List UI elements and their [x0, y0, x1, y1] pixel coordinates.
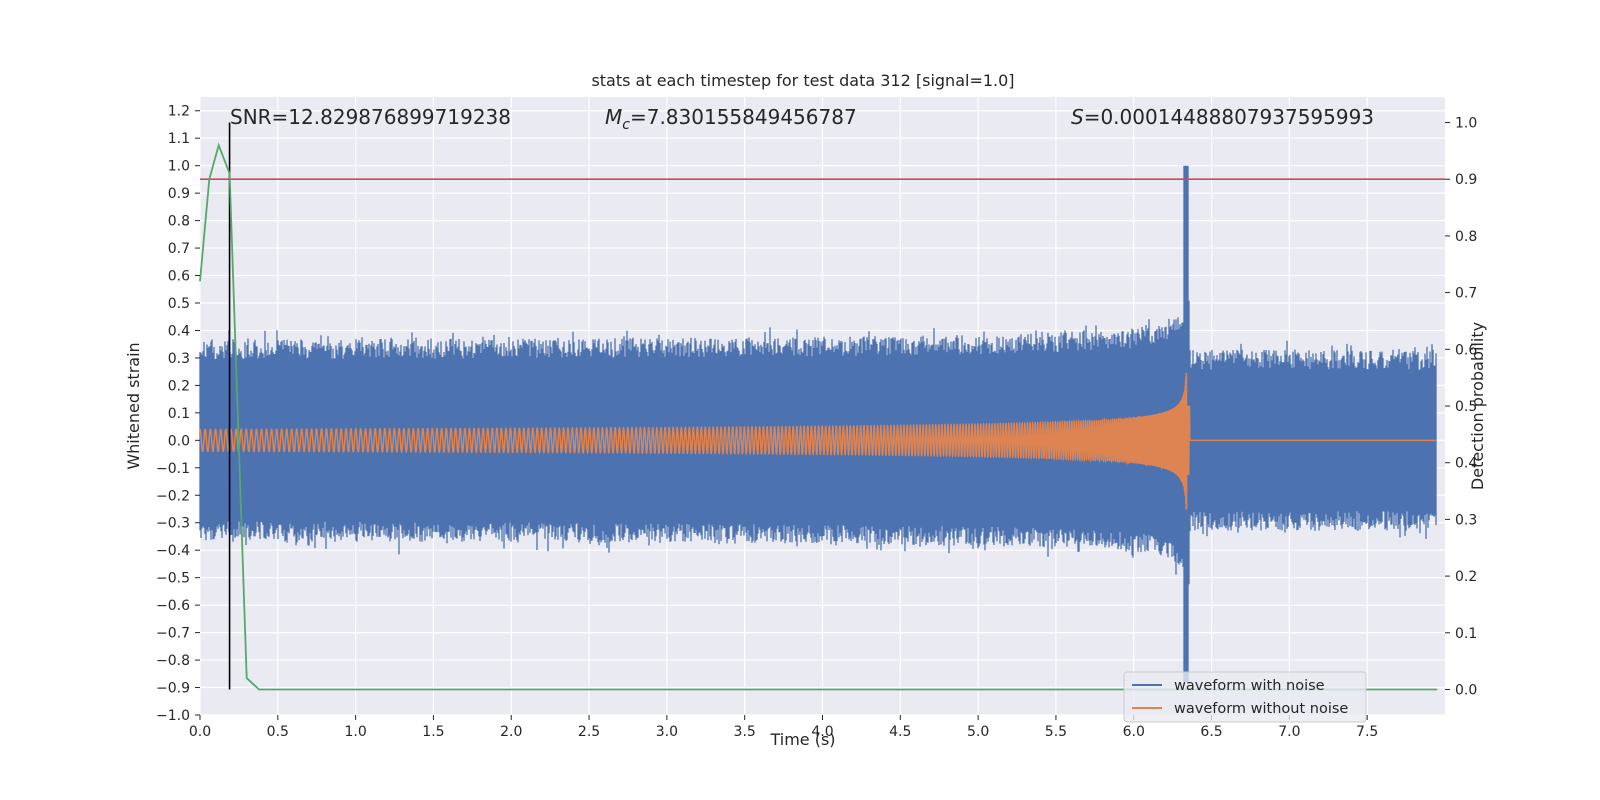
y2-tick-label: 0.4 [1455, 456, 1477, 472]
y2-tick-label: 0.6 [1455, 342, 1477, 358]
x-axis-ticks: 0.0 0.5 1.0 1.5 2.0 2.5 3.0 3.5 4.0 4.5 5.0 5.5 6.0 6… [189, 715, 1378, 740]
y2-tick-label: 0.0 [1455, 682, 1477, 698]
chart-title: stats at each timestep for test data 312… [591, 71, 1014, 90]
y-tick-label: −0.4 [156, 543, 190, 559]
legend-label-noise: waveform with noise [1174, 678, 1325, 694]
legend-box [1123, 671, 1367, 723]
x-tick-label: 1.5 [422, 724, 444, 740]
y-tick-label: 0.0 [168, 433, 190, 449]
chirp-mass-value: =7.830155849456787 [630, 105, 857, 129]
s-annotation: S=0.00014488807937595993 [1071, 105, 1374, 129]
x-axis-label: Time (s) [769, 730, 835, 749]
y-tick-label: −1.0 [156, 708, 190, 724]
x-tick-label: 1.0 [344, 724, 366, 740]
x-tick-label: 0.0 [189, 724, 211, 740]
x-tick-label: 4.0 [811, 724, 833, 740]
y-tick-label: 0.9 [168, 186, 190, 202]
y-axis-ticks: 1.2 1.1 1.0 0.9 0.8 0.7 0.6 0.5 0.4 0.3 0.2 0.1 0.0 −… [156, 104, 200, 724]
x-tick-label: 4.5 [889, 724, 911, 740]
x-tick-label: 2.5 [578, 724, 600, 740]
y-tick-label: 1.2 [168, 104, 190, 120]
x-tick-label: 3.0 [656, 724, 678, 740]
y-tick-label: 0.5 [168, 296, 190, 312]
y-tick-label: 0.2 [168, 378, 190, 394]
y-tick-label: −0.9 [156, 681, 190, 697]
y2-tick-label: 0.7 [1455, 286, 1477, 302]
y2-tick-label: 1.0 [1455, 116, 1477, 132]
y2-tick-label: 0.1 [1455, 626, 1477, 642]
y-tick-label: −0.7 [156, 626, 190, 642]
waveform-without-noise-line [199, 372, 1436, 510]
y-tick-label: −0.6 [156, 598, 190, 614]
y2-axis-label: Detection probability [1468, 322, 1487, 490]
y-tick-label: 0.4 [168, 323, 190, 339]
detection-probability-line [199, 142, 1438, 691]
y-axis-label: Whitened strain [124, 342, 143, 469]
y2-axis-ticks: 1.0 0.9 0.8 0.7 0.6 0.5 0.4 0.3 0.2 0.1 0.0 [1445, 116, 1477, 698]
y-tick-label: −0.2 [156, 488, 190, 504]
y-tick-label: 0.7 [168, 241, 190, 257]
y2-tick-label: 0.3 [1455, 512, 1477, 528]
chirp-mass-annotation: Mc=7.830155849456787 [605, 105, 857, 133]
y-tick-label: 0.1 [168, 406, 190, 422]
y-tick-label: −0.5 [156, 571, 190, 587]
x-tick-label: 3.5 [734, 724, 756, 740]
x-tick-label: 7.5 [1356, 724, 1378, 740]
y-tick-label: 0.8 [168, 214, 190, 230]
chirp-mass-symbol: M [605, 105, 622, 129]
y-tick-label: 1.1 [168, 131, 190, 147]
legend-label-clean: waveform without noise [1174, 701, 1348, 717]
x-tick-label: 5.0 [967, 724, 989, 740]
chirp-mass-subscript: c [622, 117, 630, 133]
x-tick-label: 0.5 [267, 724, 289, 740]
y-tick-label: −0.1 [156, 461, 190, 477]
x-tick-label: 7.0 [1278, 724, 1300, 740]
s-symbol: S [1071, 105, 1084, 129]
y-tick-label: 0.3 [168, 351, 190, 367]
y2-tick-label: 0.8 [1455, 229, 1477, 245]
y-tick-label: 1.0 [168, 159, 190, 175]
y2-tick-label: 0.5 [1455, 399, 1477, 415]
x-tick-label: 6.5 [1200, 724, 1222, 740]
x-tick-label: 2.0 [500, 724, 522, 740]
snr-annotation: SNR=12.829876899719238 [230, 105, 511, 129]
y2-tick-label: 0.2 [1455, 569, 1477, 585]
y-tick-label: −0.8 [156, 653, 190, 669]
x-tick-label: 6.0 [1123, 724, 1145, 740]
x-tick-label: 5.5 [1045, 724, 1067, 740]
y-tick-label: 0.6 [168, 269, 190, 285]
legend: waveform with noise waveform without noi… [1123, 671, 1367, 723]
y-tick-label: −0.3 [156, 516, 190, 532]
series-waveform-without-noise [199, 372, 1436, 510]
s-value: =0.00014488807937595993 [1084, 105, 1374, 129]
overlay-lines [199, 122, 1445, 691]
y2-tick-label: 0.9 [1455, 172, 1477, 188]
